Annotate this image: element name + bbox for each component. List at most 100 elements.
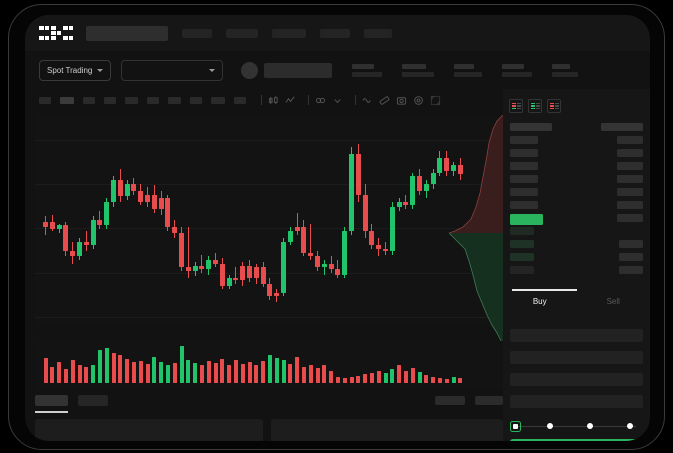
active-tab-underline — [35, 411, 68, 413]
pair-select-dropdown[interactable] — [121, 59, 224, 81]
volume-bar — [267, 355, 272, 383]
orderbook-row[interactable] — [510, 149, 538, 157]
search-input[interactable] — [86, 25, 168, 41]
orders-action-2[interactable] — [435, 396, 465, 405]
stepper-step-4[interactable] — [627, 423, 633, 429]
spot-trading-label: Spot Trading — [47, 65, 93, 75]
orderbook-panel: Buy Sell — [503, 89, 650, 441]
timeframe-button-6[interactable] — [147, 96, 159, 104]
toolbar-divider — [355, 95, 356, 105]
timeframe-button-5[interactable] — [125, 96, 138, 104]
orderbook-layout-asks[interactable] — [547, 99, 561, 113]
orderbook-layout-both[interactable] — [509, 99, 523, 113]
orderbook-layout-bids[interactable] — [528, 99, 542, 113]
price-chart[interactable] — [35, 115, 503, 325]
stepper-step-2[interactable] — [547, 423, 553, 429]
nav-item-5[interactable] — [364, 28, 392, 38]
candle-body — [70, 250, 76, 257]
orderbook-row-selected[interactable] — [510, 214, 543, 225]
volume-bar — [315, 367, 320, 383]
timeframe-button-3[interactable] — [83, 96, 95, 104]
orderbook-layout-toggles — [503, 89, 650, 113]
orderbook-rows — [503, 123, 650, 323]
timeframe-button-7[interactable] — [168, 96, 181, 104]
orderbook-row-amount[interactable] — [619, 253, 643, 261]
stepper-step-3[interactable] — [587, 423, 593, 429]
orderbook-row[interactable] — [510, 253, 534, 261]
orderbook-row-amount[interactable] — [617, 201, 643, 209]
orderbook-row-amount[interactable] — [601, 123, 643, 131]
stepper-step-active[interactable] — [510, 421, 521, 432]
order-form-field-4[interactable] — [510, 395, 643, 408]
timeframe-button-8[interactable] — [190, 96, 202, 104]
volume-bar — [97, 350, 102, 383]
timeframe-button-1[interactable] — [39, 96, 51, 104]
nav-item-2[interactable] — [226, 28, 258, 38]
bottom-panel-right[interactable] — [271, 419, 503, 441]
orderbook-row[interactable] — [510, 123, 552, 131]
nav-item-1[interactable] — [182, 28, 212, 38]
orderbook-row-amount[interactable] — [617, 162, 643, 170]
orderbook-row-amount[interactable] — [619, 266, 643, 274]
orderbook-row-amount[interactable] — [617, 136, 643, 144]
order-form-field-3[interactable] — [510, 373, 643, 386]
orders-tab-1[interactable] — [35, 395, 68, 406]
volume-bar — [247, 362, 252, 383]
settings-icon[interactable] — [413, 95, 424, 106]
candlestick-icon[interactable] — [268, 95, 279, 106]
nav-item-3[interactable] — [272, 28, 306, 38]
stat-value — [454, 71, 483, 77]
orderbook-row-amount[interactable] — [617, 175, 643, 183]
orderbook-row[interactable] — [510, 227, 534, 235]
timeframe-button-10[interactable] — [234, 96, 246, 104]
timeframe-button-2[interactable] — [60, 96, 74, 104]
volume-bar — [206, 360, 211, 383]
ruler-icon[interactable] — [379, 95, 390, 106]
timeframe-button-4[interactable] — [104, 96, 116, 104]
stat-label — [352, 63, 375, 69]
tab-sell[interactable]: Sell — [606, 297, 620, 306]
orderbook-row[interactable] — [510, 136, 538, 144]
okx-logo-icon[interactable] — [39, 26, 73, 40]
primary-cta-button[interactable] — [510, 439, 650, 441]
orderbook-row-amount[interactable] — [617, 188, 643, 196]
orderbook-row[interactable] — [510, 162, 538, 170]
orderbook-row[interactable] — [510, 240, 534, 248]
orderbook-row-amount[interactable] — [619, 240, 643, 248]
orders-tab-2[interactable] — [78, 395, 108, 406]
orderbook-row[interactable] — [510, 201, 538, 209]
volume-bar — [63, 368, 68, 383]
order-form-field-1[interactable] — [510, 329, 643, 342]
timeframe-button-9[interactable] — [211, 96, 225, 104]
market-stat-5 — [552, 63, 579, 77]
line-chart-icon[interactable] — [285, 95, 296, 106]
wave-icon[interactable] — [362, 95, 373, 106]
orders-action-1[interactable] — [475, 396, 503, 405]
spot-trading-dropdown[interactable]: Spot Trading — [39, 59, 112, 81]
orderbook-row-amount[interactable] — [617, 149, 643, 157]
chevron-down-icon[interactable] — [332, 95, 343, 106]
volume-chart[interactable] — [35, 341, 503, 389]
volume-bar — [369, 373, 374, 383]
indicator-icon[interactable] — [315, 95, 326, 106]
volume-bar — [356, 375, 361, 383]
candle-body — [389, 207, 395, 251]
gridline-1 — [35, 140, 503, 142]
volume-bar — [50, 367, 55, 383]
onboarding-stepper — [510, 421, 643, 432]
candle-body — [185, 267, 191, 271]
order-form-field-2[interactable] — [510, 351, 643, 364]
depth-ask-area — [449, 115, 503, 233]
fullscreen-icon[interactable] — [430, 95, 441, 106]
orderbook-row[interactable] — [510, 188, 538, 196]
orderbook-row[interactable] — [510, 266, 534, 274]
tab-buy[interactable]: Buy — [532, 297, 547, 306]
nav-item-4[interactable] — [320, 28, 350, 38]
volume-bar — [84, 367, 89, 383]
orderbook-row[interactable] — [510, 175, 538, 183]
volume-bar — [458, 378, 463, 383]
volume-bar — [57, 362, 62, 383]
camera-icon[interactable] — [396, 95, 407, 106]
orderbook-row-amount[interactable] — [617, 214, 643, 222]
bottom-panel-left[interactable] — [35, 419, 263, 441]
